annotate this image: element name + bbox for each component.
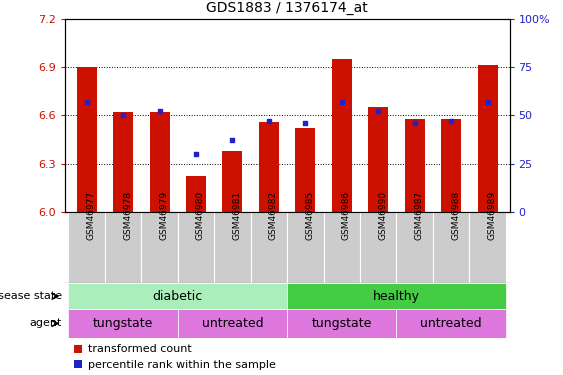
Bar	[68, 212, 105, 283]
Text: GSM46986: GSM46986	[342, 191, 351, 240]
Bar	[77, 67, 97, 212]
Text: percentile rank within the sample: percentile rank within the sample	[88, 360, 276, 369]
Point	[228, 137, 237, 143]
Text: GSM46985: GSM46985	[305, 191, 314, 240]
Bar	[324, 212, 360, 283]
Bar	[178, 212, 214, 283]
Bar	[296, 128, 315, 212]
Text: GSM46988: GSM46988	[451, 191, 460, 240]
Text: GSM46978: GSM46978	[123, 191, 132, 240]
Bar	[259, 122, 279, 212]
Bar	[396, 212, 433, 283]
Point	[119, 112, 128, 118]
Bar	[186, 177, 206, 212]
Bar	[214, 212, 251, 283]
Text: untreated: untreated	[202, 317, 263, 330]
Bar	[360, 212, 396, 283]
Bar	[470, 212, 506, 283]
Text: diabetic: diabetic	[153, 290, 203, 303]
Point	[191, 151, 200, 157]
Bar	[441, 118, 461, 212]
Title: GDS1883 / 1376174_at: GDS1883 / 1376174_at	[206, 1, 368, 15]
Bar	[141, 212, 178, 283]
Point	[82, 99, 91, 105]
Bar	[287, 212, 324, 283]
Bar	[68, 283, 287, 309]
Bar	[251, 212, 287, 283]
Text: GSM46990: GSM46990	[378, 191, 387, 240]
Text: GSM46989: GSM46989	[488, 191, 497, 240]
Bar	[178, 309, 287, 338]
Text: tungstate: tungstate	[312, 317, 372, 330]
Point	[337, 99, 346, 105]
Text: tungstate: tungstate	[93, 317, 153, 330]
Bar	[113, 112, 133, 212]
Text: disease state: disease state	[0, 291, 62, 301]
Bar	[368, 107, 388, 212]
Text: GSM46979: GSM46979	[159, 191, 168, 240]
Bar	[74, 360, 82, 368]
Bar	[105, 212, 141, 283]
Point	[374, 108, 383, 114]
Text: GSM46980: GSM46980	[196, 191, 205, 240]
Point	[410, 120, 419, 126]
Bar	[287, 283, 506, 309]
Bar	[287, 309, 396, 338]
Text: transformed count: transformed count	[88, 345, 192, 354]
Point	[301, 120, 310, 126]
Bar	[332, 59, 352, 212]
Bar	[222, 151, 243, 212]
Text: GSM46977: GSM46977	[87, 191, 96, 240]
Bar	[74, 345, 82, 353]
Bar	[68, 309, 178, 338]
Point	[155, 108, 164, 114]
Point	[446, 118, 455, 124]
Text: agent: agent	[29, 318, 62, 328]
Text: untreated: untreated	[421, 317, 482, 330]
Point	[265, 118, 274, 124]
Bar	[150, 112, 169, 212]
Bar	[477, 65, 498, 212]
Text: GSM46987: GSM46987	[415, 191, 424, 240]
Bar	[433, 212, 470, 283]
Text: GSM46981: GSM46981	[233, 191, 242, 240]
Bar	[405, 118, 425, 212]
Text: healthy: healthy	[373, 290, 420, 303]
Point	[483, 99, 492, 105]
Text: GSM46982: GSM46982	[269, 191, 278, 240]
Bar	[396, 309, 506, 338]
